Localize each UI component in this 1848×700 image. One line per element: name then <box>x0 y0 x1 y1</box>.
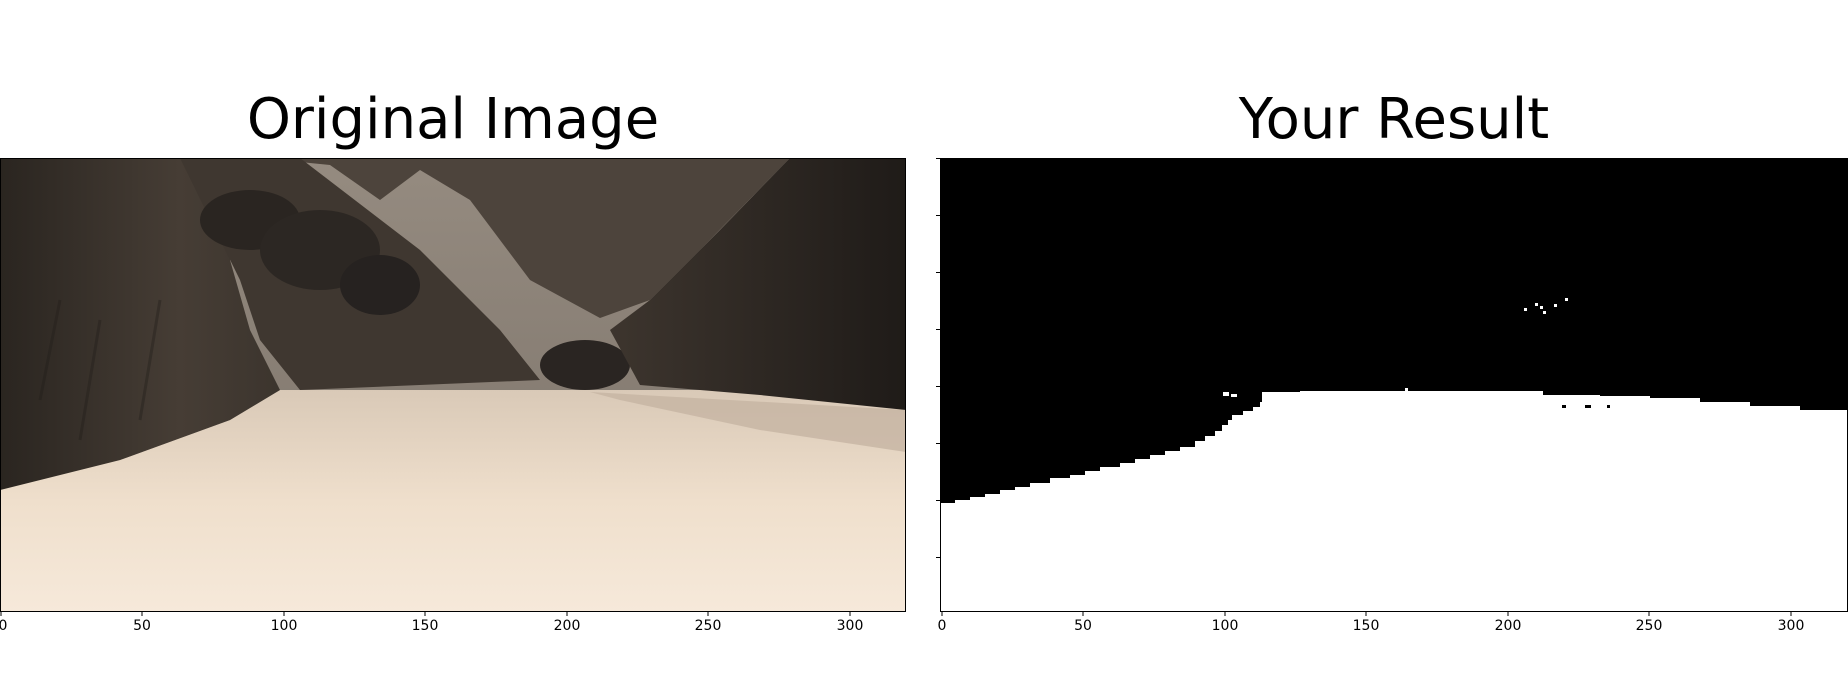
original-x-tick-label: 300 <box>836 618 864 634</box>
result-mask <box>940 158 1848 612</box>
result-x-ticks <box>941 612 1792 616</box>
result-x-tick-label: 250 <box>1635 618 1663 634</box>
result-x-tick-label: 200 <box>1494 618 1522 634</box>
original-image <box>0 158 906 612</box>
right-cliff <box>610 158 906 410</box>
original-x-ticks <box>0 612 851 616</box>
your-result-title: Your Result <box>1238 87 1550 152</box>
original-x-tick-label: 0 <box>0 618 8 634</box>
navigable-terrain <box>940 391 1848 612</box>
original-image-frame <box>0 158 906 612</box>
mountain-center <box>260 158 790 318</box>
result-x-tick-label: 150 <box>1352 618 1380 634</box>
ground-region <box>0 390 906 612</box>
original-x-tick-label: 50 <box>133 618 151 634</box>
original-x-tick-label: 200 <box>553 618 581 634</box>
original-image-title: Original Image <box>246 87 660 152</box>
result-x-tick-label: 0 <box>937 618 947 634</box>
original-x-tick-label: 150 <box>411 618 439 634</box>
result-y-ticks <box>936 158 940 558</box>
result-x-tick-label: 50 <box>1074 618 1092 634</box>
result-x-tick-label: 300 <box>1777 618 1805 634</box>
original-x-tick-label: 100 <box>270 618 298 634</box>
result-x-tick-label: 100 <box>1211 618 1239 634</box>
original-x-tick-label: 250 <box>694 618 722 634</box>
